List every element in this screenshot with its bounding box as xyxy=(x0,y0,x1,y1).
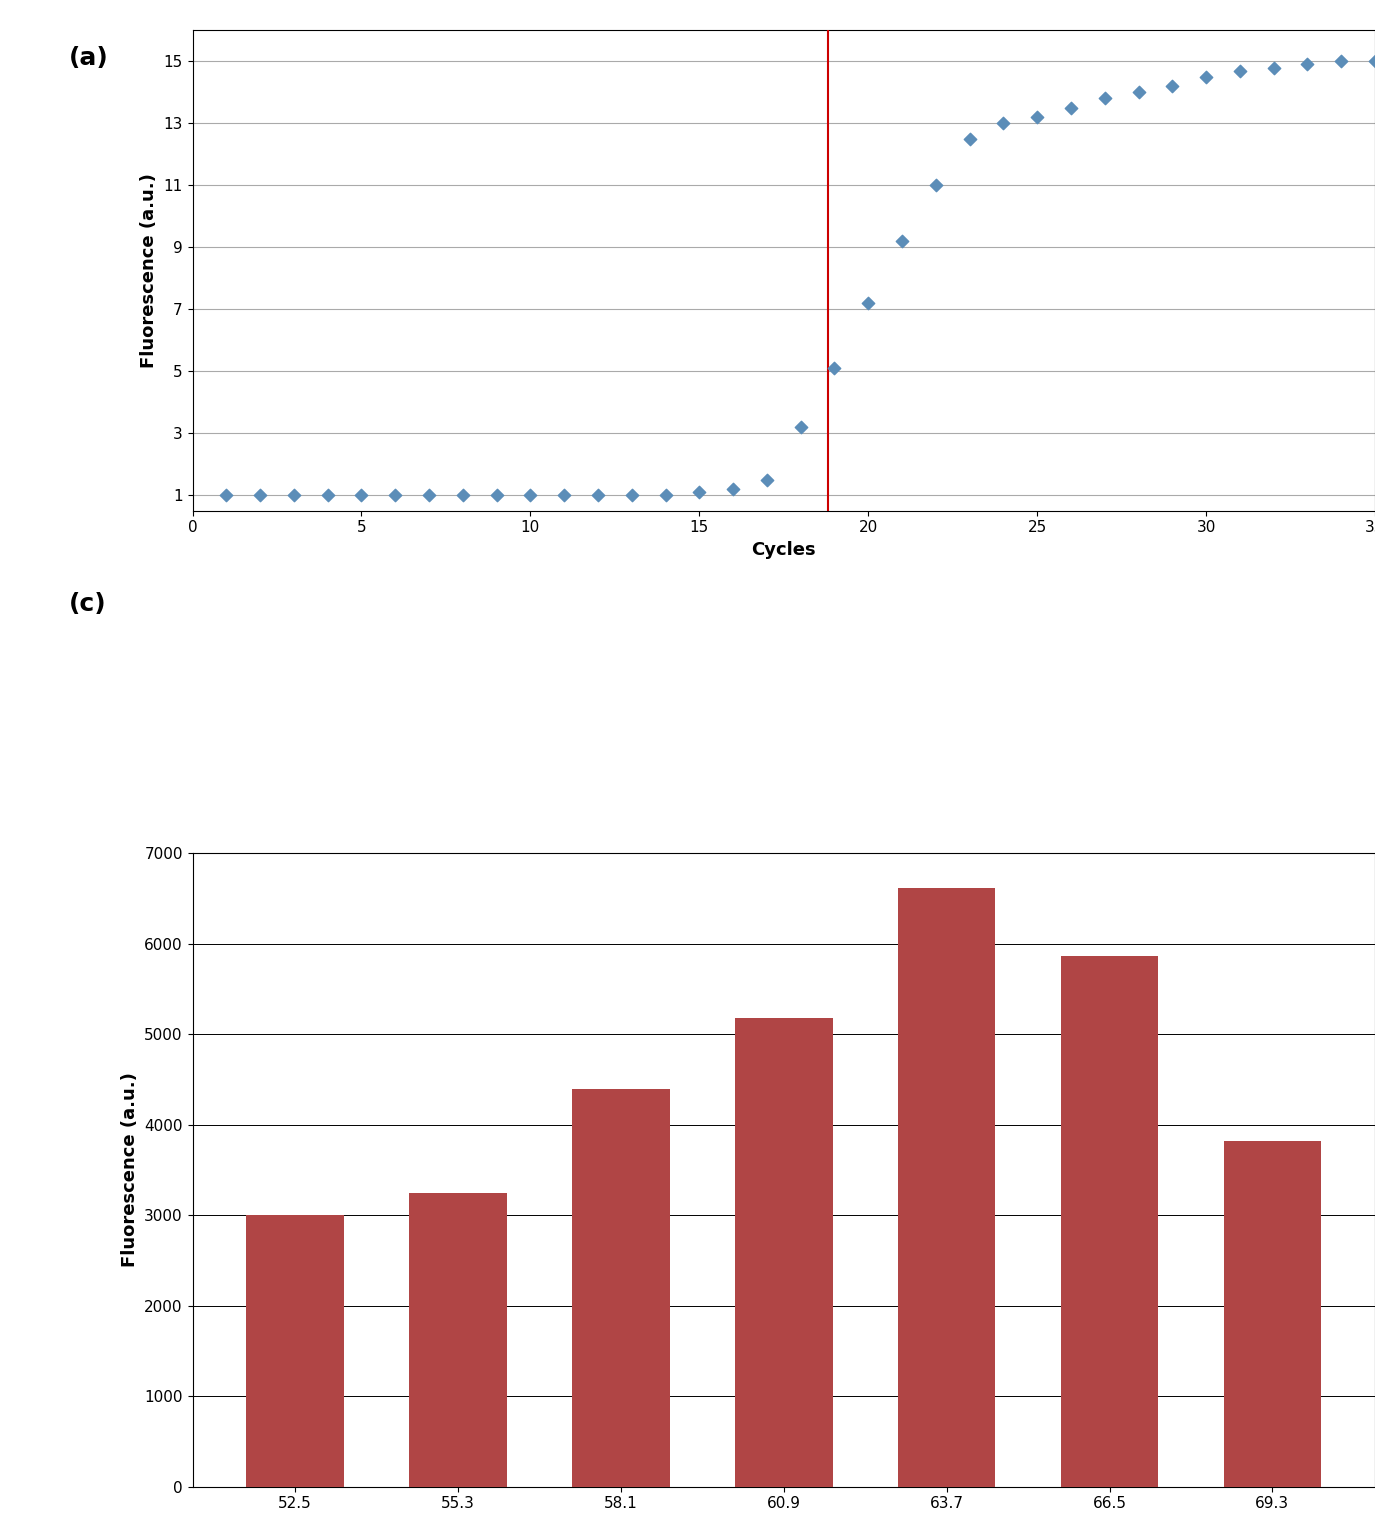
Point xyxy=(1262,56,1284,80)
Ellipse shape xyxy=(336,725,454,781)
Point xyxy=(1330,49,1352,73)
Point xyxy=(587,482,609,507)
Y-axis label: Fluorescence (a.u.): Fluorescence (a.u.) xyxy=(140,173,158,367)
Point xyxy=(789,414,811,438)
Text: 52.5°C: 52.5°C xyxy=(364,634,425,652)
Ellipse shape xyxy=(793,725,912,781)
Ellipse shape xyxy=(1251,725,1370,781)
Text: (c): (c) xyxy=(69,592,106,616)
Point xyxy=(418,482,440,507)
Point xyxy=(654,482,676,507)
Point xyxy=(958,126,980,150)
Point xyxy=(1297,52,1319,76)
Point xyxy=(1162,74,1184,99)
Point xyxy=(891,229,913,253)
Point xyxy=(520,482,542,507)
Bar xyxy=(1224,1141,1321,1487)
Point xyxy=(1364,49,1375,73)
Bar xyxy=(1060,956,1158,1487)
Ellipse shape xyxy=(1099,725,1217,781)
Point xyxy=(620,482,642,507)
Point xyxy=(1093,86,1115,111)
Point xyxy=(857,291,879,316)
Ellipse shape xyxy=(153,583,239,654)
Ellipse shape xyxy=(129,687,264,789)
Ellipse shape xyxy=(488,725,606,781)
Point xyxy=(993,111,1015,135)
Ellipse shape xyxy=(153,702,239,774)
Point xyxy=(689,479,711,504)
Ellipse shape xyxy=(98,548,296,689)
Bar xyxy=(246,1215,344,1487)
Point xyxy=(1229,59,1251,83)
Text: (a): (a) xyxy=(69,46,109,70)
Ellipse shape xyxy=(946,725,1064,781)
X-axis label: Cycles: Cycles xyxy=(751,540,815,558)
Point xyxy=(452,482,474,507)
Ellipse shape xyxy=(641,725,759,781)
Point xyxy=(216,482,238,507)
Text: 66.5°C: 66.5°C xyxy=(1128,634,1188,652)
Point xyxy=(1128,80,1150,105)
Bar xyxy=(898,887,995,1487)
Text: 60.9°C: 60.9°C xyxy=(822,634,883,652)
Point xyxy=(553,482,575,507)
Point xyxy=(756,467,778,492)
Text: 55.3°C: 55.3°C xyxy=(517,634,578,652)
Point xyxy=(925,173,947,197)
Point xyxy=(722,476,744,501)
Text: 58.1°C: 58.1°C xyxy=(670,634,730,652)
Text: (b): (b) xyxy=(1284,575,1316,593)
Point xyxy=(1026,105,1048,129)
Point xyxy=(249,482,271,507)
Point xyxy=(1060,96,1082,120)
Text: 69.3 °C: 69.3 °C xyxy=(1276,634,1345,652)
Point xyxy=(824,356,846,381)
Ellipse shape xyxy=(129,567,264,669)
Text: 75 bp: 75 bp xyxy=(271,716,333,734)
Point xyxy=(485,482,507,507)
Bar xyxy=(734,1018,833,1487)
Y-axis label: Fluorescence (a.u.): Fluorescence (a.u.) xyxy=(121,1073,139,1267)
Ellipse shape xyxy=(172,598,221,639)
Bar xyxy=(410,1192,507,1487)
Text: 100 bp: 100 bp xyxy=(271,596,345,614)
Point xyxy=(351,482,373,507)
Ellipse shape xyxy=(172,718,221,758)
Point xyxy=(1195,65,1217,90)
Point xyxy=(283,482,305,507)
Point xyxy=(316,482,338,507)
Bar xyxy=(572,1089,670,1487)
Point xyxy=(384,482,406,507)
Ellipse shape xyxy=(98,667,296,809)
Text: 63.7°C: 63.7°C xyxy=(975,634,1035,652)
